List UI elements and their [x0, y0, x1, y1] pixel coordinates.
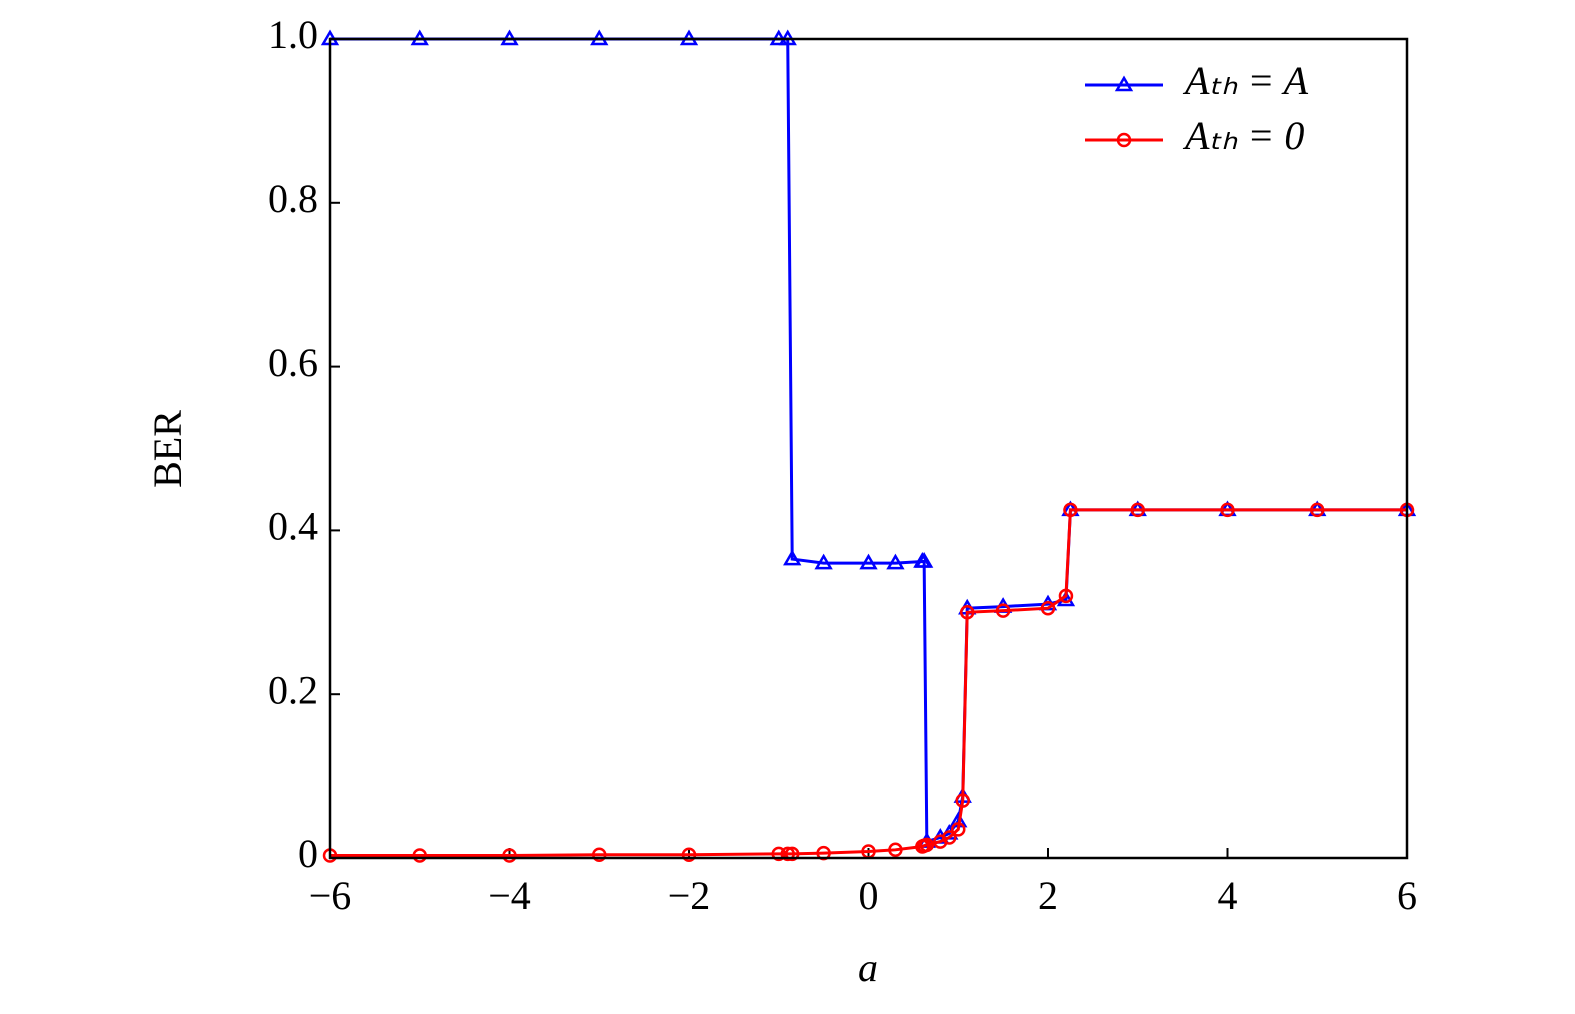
data-point	[784, 846, 800, 862]
x-tick-label: 4	[1218, 873, 1238, 918]
data-point	[995, 603, 1011, 618]
data-point	[1040, 600, 1056, 616]
data-point	[959, 605, 975, 620]
x-tick-label: −4	[488, 873, 531, 918]
data-point	[814, 553, 833, 570]
y-tick-label: 0	[298, 831, 318, 876]
y-tick-label: 0.6	[268, 340, 318, 385]
x-tick-label: 6	[1397, 873, 1417, 918]
data-point	[412, 848, 427, 863]
data-point	[1130, 502, 1145, 518]
data-point	[502, 848, 517, 863]
y-tick-label: 0.4	[268, 504, 318, 549]
x-tick-label: 0	[859, 873, 879, 918]
x-tick-label: −6	[309, 873, 352, 918]
data-point	[914, 552, 934, 568]
y-tick-label: 0.8	[268, 176, 318, 221]
data-point	[592, 847, 607, 862]
data-point	[886, 553, 905, 570]
series-line	[330, 37, 1407, 844]
data-point	[1220, 502, 1235, 518]
legend-marker	[1116, 132, 1132, 148]
plot-frame	[328, 37, 1409, 860]
data-point	[771, 846, 786, 862]
y-tick-label: 1.0	[268, 12, 318, 57]
x-axis-label: a	[858, 945, 878, 990]
data-point	[951, 822, 966, 837]
data-point	[681, 847, 697, 862]
data-point	[942, 830, 957, 845]
data-point	[859, 553, 878, 570]
x-tick-label: −2	[668, 873, 711, 918]
legend-marker	[1114, 75, 1134, 92]
legend-label: Aₜₕ = 0	[1182, 113, 1304, 158]
data-point	[1063, 502, 1078, 518]
y-tick-label: 0.2	[268, 667, 318, 712]
data-point	[1058, 588, 1074, 604]
data-point	[919, 837, 935, 853]
legend-label: Aₜₕ = A	[1182, 58, 1309, 103]
data-point	[783, 549, 802, 566]
data-point	[955, 793, 970, 808]
data-point	[780, 846, 795, 862]
y-axis-label: BER	[145, 410, 190, 488]
data-point	[888, 842, 903, 858]
data-point	[1310, 502, 1325, 518]
x-tick-label: 2	[1038, 873, 1058, 918]
